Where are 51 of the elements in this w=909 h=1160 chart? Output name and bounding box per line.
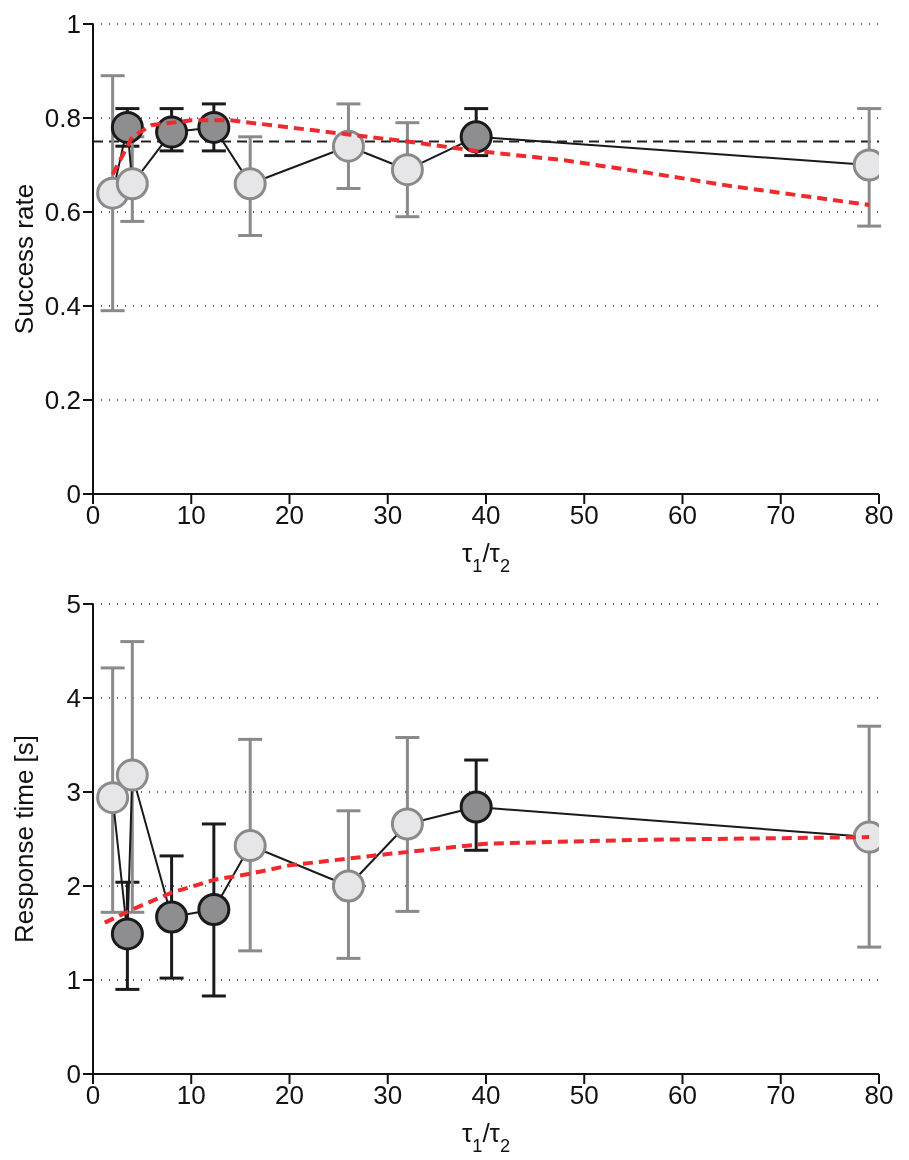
x-tick-label: 10 <box>176 1080 206 1111</box>
point <box>331 129 365 163</box>
point <box>459 790 493 824</box>
y-tick-label: 0 <box>66 1059 81 1090</box>
y-tick-label: 0.2 <box>44 385 81 416</box>
x-tick-label: 30 <box>373 1080 403 1111</box>
y-tick-label: 2 <box>66 871 81 902</box>
x-tick-label: 50 <box>569 1080 599 1111</box>
y-tick-label: 0.8 <box>44 103 81 134</box>
x-tick-label: 10 <box>176 500 206 531</box>
y-tick-label: 0 <box>66 479 81 510</box>
point <box>331 869 365 903</box>
y-tick-label: 5 <box>66 589 81 620</box>
y-axis-title: Success rate <box>9 183 39 335</box>
point <box>197 110 231 144</box>
point <box>110 110 144 144</box>
point <box>233 167 267 201</box>
x-tick-label: 30 <box>373 500 403 531</box>
y-tick-label: 1 <box>66 965 81 996</box>
x-tick-label: 80 <box>864 1080 894 1111</box>
point <box>233 829 267 863</box>
y-tick-label: 0.4 <box>44 291 81 322</box>
point <box>96 781 130 815</box>
y-axis-title: Response time [s] <box>9 734 39 944</box>
point <box>155 900 189 934</box>
x-tick-label: 50 <box>569 500 599 531</box>
point <box>390 807 424 841</box>
x-tick-label: 40 <box>471 1080 501 1111</box>
x-tick-label: 20 <box>275 500 304 531</box>
point <box>459 120 493 154</box>
x-tick-label: 20 <box>275 1080 304 1111</box>
y-tick-label: 4 <box>66 683 81 714</box>
y-tick-label: 0.6 <box>44 197 81 228</box>
point <box>155 115 189 149</box>
x-tick-label: 0 <box>85 500 101 531</box>
point <box>197 893 231 926</box>
x-axis-title: τ$_{1}$/τ$_{2}$ <box>461 1118 511 1156</box>
x-tick-label: 70 <box>766 500 796 531</box>
x-tick-label: 70 <box>766 1080 796 1111</box>
x-axis-title: τ$_{1}$/τ$_{2}$ <box>461 538 511 576</box>
point <box>115 167 149 201</box>
x-tick-label: 40 <box>471 500 501 531</box>
x-tick-label: 60 <box>668 500 697 531</box>
point <box>110 917 144 951</box>
point <box>115 758 149 792</box>
point <box>390 153 424 187</box>
x-tick-label: 80 <box>864 500 894 531</box>
y-tick-label: 3 <box>66 777 81 808</box>
x-tick-label: 60 <box>668 1080 697 1111</box>
x-tick-label: 0 <box>85 1080 101 1111</box>
y-tick-label: 1 <box>66 9 81 40</box>
